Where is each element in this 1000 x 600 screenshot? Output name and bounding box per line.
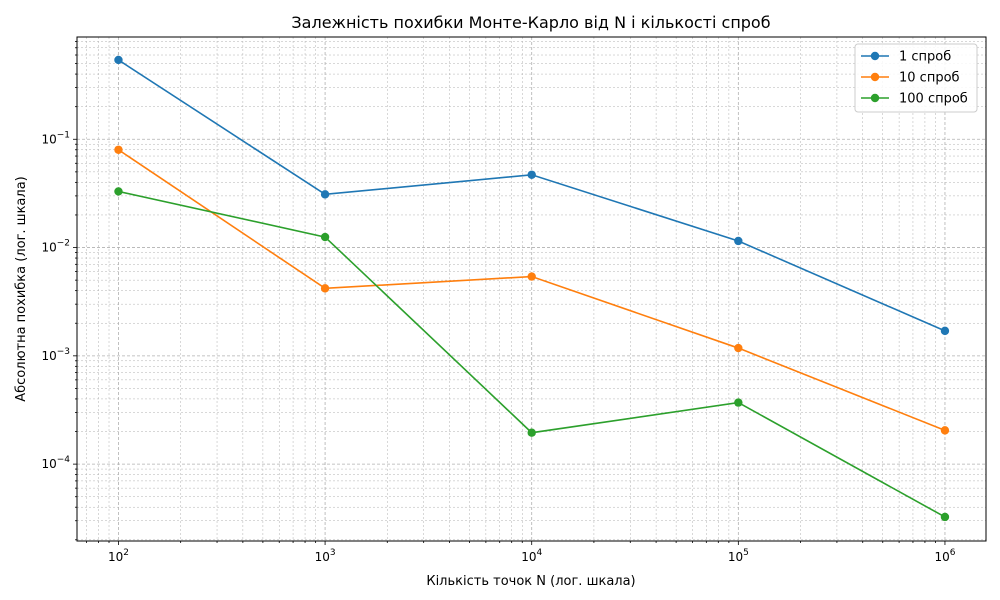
series-layer [114,55,950,522]
x-tick-label: 102 [108,548,129,564]
legend-label: 1 спроб [899,50,951,65]
data-point [114,55,123,65]
data-point [114,145,123,154]
data-point [320,190,330,199]
data-point [527,272,536,281]
x-tick-label: 103 [315,548,336,564]
data-point [114,187,123,196]
legend-marker [870,93,880,103]
data-point [527,428,536,437]
y-tick-label: 10−4 [41,455,70,471]
legend-marker [870,51,880,61]
legend-item: 100 спроб [861,92,968,107]
x-tick-label: 106 [934,548,955,564]
x-tick-label: 104 [521,548,542,564]
y-axis-label: Абсолютна похибка (лог. шкала) [14,176,29,402]
legend: 1 спроб 10 спроб 100 спроб [854,43,978,113]
y-tick-label: 10−2 [41,239,70,255]
y-tick-label: 10−1 [41,130,70,146]
legend-label: 100 спроб [899,92,968,107]
data-point [734,236,743,246]
legend-marker [870,72,880,82]
axis-ticks: 102 103 104 105 106 10−4 10−3 10−2 10−1 [41,41,956,564]
minor-grid [77,37,986,541]
legend-box [854,43,978,113]
legend-item: 1 спроб [861,50,951,65]
legend-item: 10 спроб [861,71,960,86]
series-3 [114,187,950,522]
data-point [940,426,950,435]
major-grid [77,37,986,541]
series-2 [114,145,950,435]
legend-label: 10 спроб [899,71,960,86]
x-axis-label: Кількість точок N (лог. шкала) [426,574,635,589]
data-point [320,232,330,242]
series-1 [114,55,950,336]
data-point [320,284,330,293]
data-point [940,326,950,336]
data-point [734,398,743,407]
data-point [940,512,950,522]
data-point [527,170,536,179]
y-tick-label: 10−3 [41,347,70,363]
data-point [734,343,743,353]
chart-title: Залежність похибки Монте-Карло від N і к… [291,13,770,32]
x-tick-label: 105 [728,548,749,564]
